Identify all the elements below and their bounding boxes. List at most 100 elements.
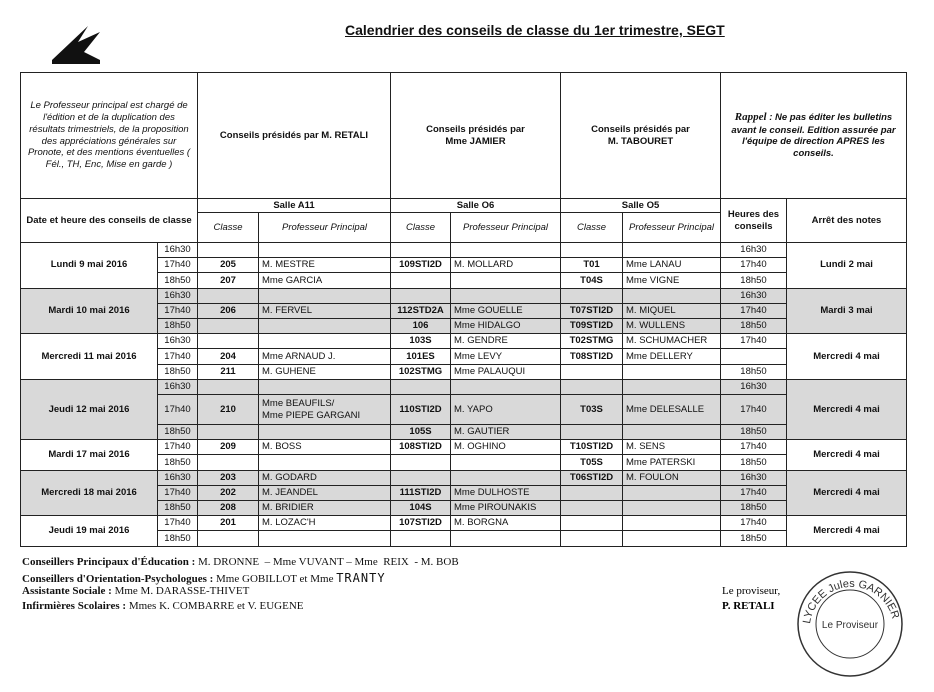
table-cell: 207 [197, 272, 259, 289]
heure-cell: 18h50 [720, 530, 787, 547]
arret-header-text: Arrêt des notes [811, 214, 882, 226]
table-cell [622, 287, 721, 304]
table-cell: M. LOZAC'H [258, 515, 391, 532]
table-cell: M. JEANDEL [258, 484, 391, 501]
table-cell [560, 287, 623, 304]
time-cell-text: 17h40 [164, 517, 191, 529]
table-cell: 205 [197, 257, 259, 274]
heure-cell: 17h40 [720, 333, 787, 350]
table-cell: Mme DULHOSTE [450, 484, 561, 501]
heure-cell: 16h30 [720, 378, 787, 395]
heure-cell-text: 16h30 [740, 244, 767, 256]
table-cell: 203 [197, 469, 259, 486]
heure-cell-text: 17h40 [740, 486, 767, 498]
table-cell-text: T02STMG [569, 335, 614, 347]
table-cell: T02STMG [560, 333, 623, 350]
heure-cell-text: 17h40 [740, 335, 767, 347]
table-cell-text: M. LOZAC'H [262, 517, 316, 529]
table-cell-text: Mme DELESALLE [626, 403, 705, 415]
table-cell-text: T10STI2D [569, 441, 614, 453]
table-cell-text: Mme BEAUFILS/ Mme PIEPE GARGANI [262, 397, 361, 421]
heure-cell: 17h40 [720, 302, 787, 319]
table-cell: T08STI2D [560, 348, 623, 365]
heure-cell-text: 16h30 [740, 289, 767, 301]
table-cell-text: Mme DULHOSTE [454, 486, 530, 498]
arret-cell-text: Mercredi 4 mai [813, 486, 880, 498]
table-cell-text: 205 [220, 259, 236, 271]
table-cell-text: 207 [220, 274, 236, 286]
table-cell-text: M. GODARD [262, 471, 317, 483]
table-cell: Mme LEVY [450, 348, 561, 365]
date-cell: Mardi 17 mai 2016 [20, 439, 158, 471]
table-cell-text: 203 [220, 471, 236, 483]
table-cell-text: 105S [409, 426, 432, 438]
table-cell: M. YAPO [450, 394, 561, 425]
table-cell [390, 454, 451, 471]
president-cell-text: Conseils présidés par M. RETALI [219, 129, 369, 141]
heure-cell: 17h40 [720, 484, 787, 501]
table-cell: 211 [197, 363, 259, 380]
table-cell: M. MOLLARD [450, 257, 561, 274]
heure-cell-text: 16h30 [740, 471, 767, 483]
table-cell-text: M. WULLENS [626, 320, 686, 332]
table-cell-text: 208 [220, 502, 236, 514]
time-cell-text: 17h40 [164, 259, 191, 271]
table-cell-text: T01 [583, 259, 600, 271]
table-cell-text: 211 [220, 365, 236, 377]
table-cell [390, 469, 451, 486]
table-cell-text: M. FERVEL [262, 304, 312, 316]
footer-label: Conseillers d'Orientation-Psychologues : [22, 572, 214, 585]
table-cell-text: 210 [220, 403, 236, 415]
date-cell-text: Lundi 9 mai 2016 [50, 259, 128, 271]
heure-cell: 18h50 [720, 454, 787, 471]
time-cell: 17h40 [157, 302, 198, 319]
table-cell-text: 107STI2D [399, 517, 442, 529]
handwritten-name: TRANTY [336, 570, 386, 585]
arret-cell-text: Mercredi 4 mai [813, 403, 880, 415]
arret-cell-text: Mercredi 4 mai [813, 524, 880, 536]
table-cell: Mme GARCIA [258, 272, 391, 289]
date-cell: Mercredi 11 mai 2016 [20, 333, 158, 380]
time-cell-text: 18h50 [164, 532, 191, 544]
table-cell: M. SCHUMACHER [622, 333, 721, 350]
table-cell-text: M. GUHENE [262, 365, 316, 377]
room-header: Salle O6 [390, 198, 561, 213]
title: Calendrier des conseils de classe du 1er… [345, 22, 725, 38]
table-cell-text: 103S [409, 335, 432, 347]
table-cell-text: M. YAPO [454, 403, 493, 415]
table-cell-text: T07STI2D [569, 304, 614, 316]
arret-cell: Mercredi 4 mai [786, 515, 907, 547]
table-cell: 202 [197, 484, 259, 501]
table-cell: M. GUHENE [258, 363, 391, 380]
time-cell: 16h30 [157, 287, 198, 304]
table-cell: M. GENDRE [450, 333, 561, 350]
table-cell-text: T09STI2D [569, 320, 614, 332]
table-cell [560, 242, 623, 259]
table-cell: 106 [390, 318, 451, 335]
table-cell-text: M. JEANDEL [262, 486, 318, 498]
time-cell-text: 18h50 [164, 365, 191, 377]
arret-cell: Mercredi 4 mai [786, 333, 907, 380]
date-cell-text: Jeudi 12 mai 2016 [48, 403, 130, 415]
table-cell: 210 [197, 394, 259, 425]
table-cell [622, 378, 721, 395]
table-cell-text: M. BORGNA [454, 517, 509, 529]
arret-cell-text: Lundi 2 mai [820, 259, 873, 271]
table-cell [197, 287, 259, 304]
table-cell: 109STI2D [390, 257, 451, 274]
table-cell: Mme DELLERY [622, 348, 721, 365]
table-cell-text: M. MIQUEL [626, 304, 676, 316]
table-cell-text: 110STI2D [399, 403, 442, 415]
heure-cell-text: 17h40 [740, 517, 767, 529]
table-cell-text: 109STI2D [399, 259, 442, 271]
table-cell: 108STI2D [390, 439, 451, 456]
table-cell [390, 287, 451, 304]
date-header: Date et heure des conseils de classe [20, 198, 198, 243]
table-cell: 112STD2A [390, 302, 451, 319]
table-cell-text: Mme DELLERY [626, 350, 693, 362]
rappel-label: Rappel [734, 110, 767, 123]
table-cell [450, 272, 561, 289]
time-cell: 18h50 [157, 318, 198, 335]
president-cell-text: Conseils présidés par Mme JAMIER [426, 123, 525, 147]
time-cell-text: 16h30 [164, 335, 191, 347]
